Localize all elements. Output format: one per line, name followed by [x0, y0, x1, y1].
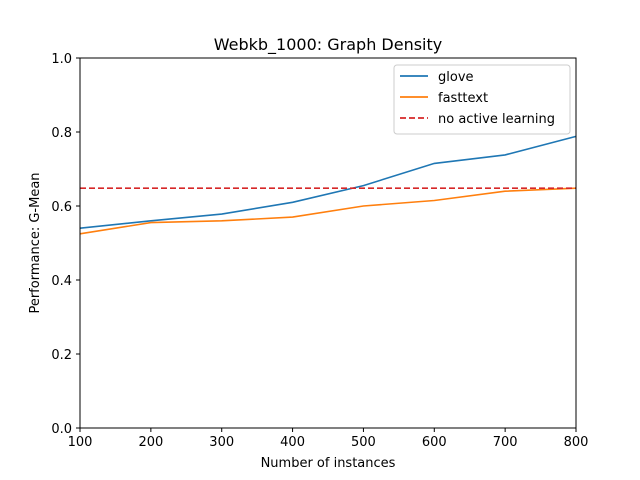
series-line-fasttext [79, 187, 577, 235]
plot-area [79, 135, 577, 235]
y-axis-label: Performance: G-Mean [28, 172, 43, 313]
legend-box [393, 64, 571, 135]
chart-title: Webkb_1000: Graph Density [214, 35, 443, 55]
y-tick-label: 0.4 [51, 274, 72, 289]
x-tick-label: 500 [351, 435, 376, 450]
legend-label: no active learning [438, 112, 555, 127]
y-tick-label: 1.0 [51, 52, 72, 67]
x-tick-label: 800 [564, 435, 589, 450]
y-tick-label: 0.2 [51, 348, 72, 363]
series-line-glove [79, 135, 577, 229]
x-tick-label: 700 [493, 435, 518, 450]
legend-label: glove [438, 70, 474, 85]
axis-ticks: 100 200 300 400 500 600 700 800 0.0 0.2 0.4 0.6 0.8 1… [51, 52, 588, 450]
legend: glove fasttext no active learning [393, 64, 571, 135]
y-tick-label: 0.0 [51, 422, 72, 437]
y-tick-label: 0.6 [51, 200, 72, 215]
x-tick-label: 400 [280, 435, 305, 450]
x-tick-label: 600 [422, 435, 447, 450]
x-axis-label: Number of instances [261, 456, 396, 471]
legend-label: fasttext [438, 91, 488, 106]
y-tick-label: 0.8 [51, 126, 72, 141]
x-tick-label: 100 [68, 435, 93, 450]
axes-frame [79, 57, 577, 429]
x-tick-label: 300 [209, 435, 234, 450]
x-tick-label: 200 [138, 435, 163, 450]
